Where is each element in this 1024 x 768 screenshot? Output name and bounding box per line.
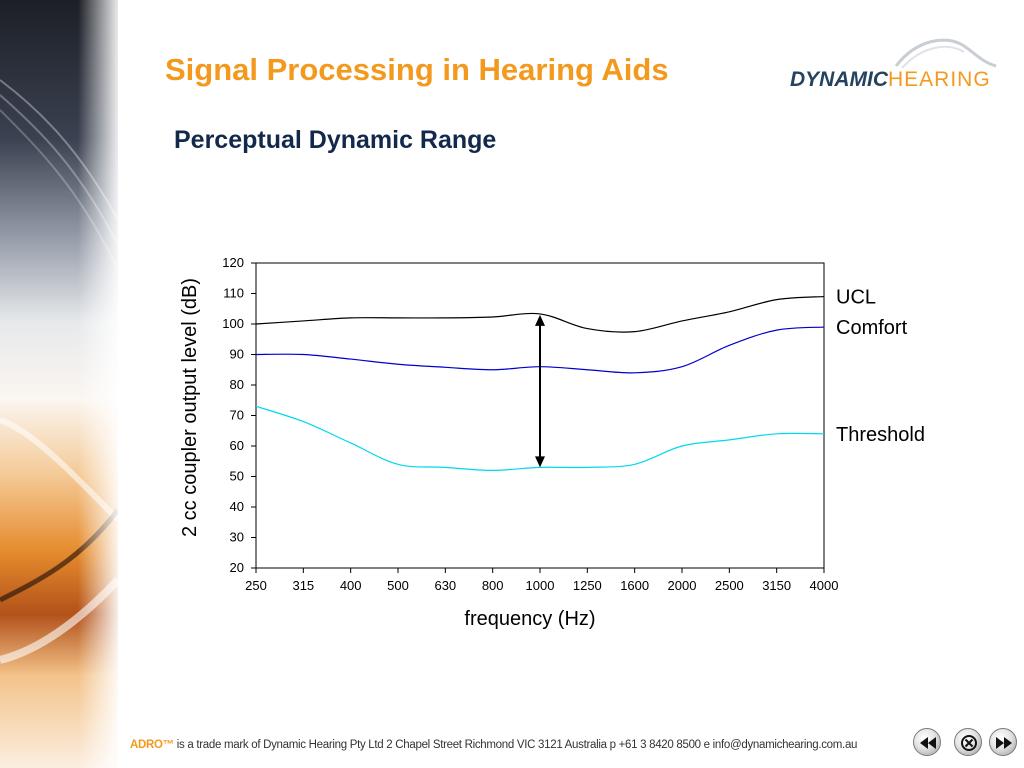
close-slide-button[interactable] bbox=[954, 728, 982, 756]
decorative-sidebar bbox=[0, 0, 118, 768]
slide-title: Signal Processing in Hearing Aids bbox=[165, 52, 669, 87]
comfort-series-label: Comfort bbox=[836, 317, 908, 339]
fast-forward-icon bbox=[996, 737, 1012, 749]
y-tick-label: 20 bbox=[230, 560, 244, 575]
x-axis-title: frequency (Hz) bbox=[464, 608, 595, 630]
dynamic-range-arrowhead-top bbox=[535, 314, 545, 326]
y-tick-label: 60 bbox=[230, 438, 244, 453]
rewind-icon bbox=[920, 737, 936, 749]
y-tick-label: 120 bbox=[222, 255, 244, 270]
logo-arc-graphic bbox=[894, 38, 997, 69]
x-tick-label: 4000 bbox=[810, 578, 839, 593]
x-tick-label: 1600 bbox=[620, 578, 649, 593]
y-tick-label: 30 bbox=[230, 530, 244, 545]
x-tick-label: 500 bbox=[387, 578, 409, 593]
footer-trademark: ADRO™ bbox=[130, 739, 174, 751]
y-tick-label: 80 bbox=[230, 377, 244, 392]
dynamic-hearing-logo: DYNAMICHEARING bbox=[786, 36, 1000, 96]
x-tick-label: 3150 bbox=[762, 578, 791, 593]
footer-address: is a trade mark of Dynamic Hearing Pty L… bbox=[173, 739, 858, 751]
x-tick-label: 2500 bbox=[715, 578, 744, 593]
ucl-series-line bbox=[255, 295, 825, 333]
x-tick-label: 400 bbox=[340, 578, 362, 593]
next-slide-button[interactable] bbox=[989, 728, 1017, 756]
y-tick-label: 100 bbox=[222, 316, 244, 331]
y-tick-label: 110 bbox=[223, 286, 244, 301]
dynamic-range-chart: 20 30 40 50 60 70 80 90 100 110 120 250 315 400 500 630… bbox=[179, 255, 925, 630]
close-icon bbox=[961, 735, 977, 751]
logo-word-hearing: HEARING bbox=[888, 68, 991, 91]
x-tick-label: 1250 bbox=[573, 578, 602, 593]
threshold-series-label: Threshold bbox=[836, 424, 925, 446]
x-tick-label: 250 bbox=[245, 578, 267, 593]
logo-word-dynamic: DYNAMIC bbox=[790, 68, 888, 91]
y-tick-label: 40 bbox=[230, 499, 244, 514]
y-tick-label: 50 bbox=[230, 469, 244, 484]
x-tick-label: 2000 bbox=[668, 578, 697, 593]
y-tick-label: 90 bbox=[230, 347, 244, 362]
x-tick-label: 630 bbox=[434, 578, 456, 593]
dynamic-range-arrowhead-bottom bbox=[535, 456, 545, 468]
previous-slide-button[interactable] bbox=[913, 728, 941, 756]
footer-text: ADRO™ is a trade mark of Dynamic Hearing… bbox=[130, 739, 857, 751]
x-tick-label: 800 bbox=[482, 578, 504, 593]
x-tick-label: 315 bbox=[292, 578, 314, 593]
y-axis-title: 2 cc coupler output level (dB) bbox=[179, 278, 201, 537]
slide-subtitle: Perceptual Dynamic Range bbox=[174, 126, 497, 154]
x-tick-label: 1000 bbox=[526, 578, 555, 593]
sidebar-fade bbox=[78, 0, 118, 768]
y-tick-label: 70 bbox=[230, 408, 244, 423]
ucl-series-label: UCL bbox=[836, 287, 876, 309]
